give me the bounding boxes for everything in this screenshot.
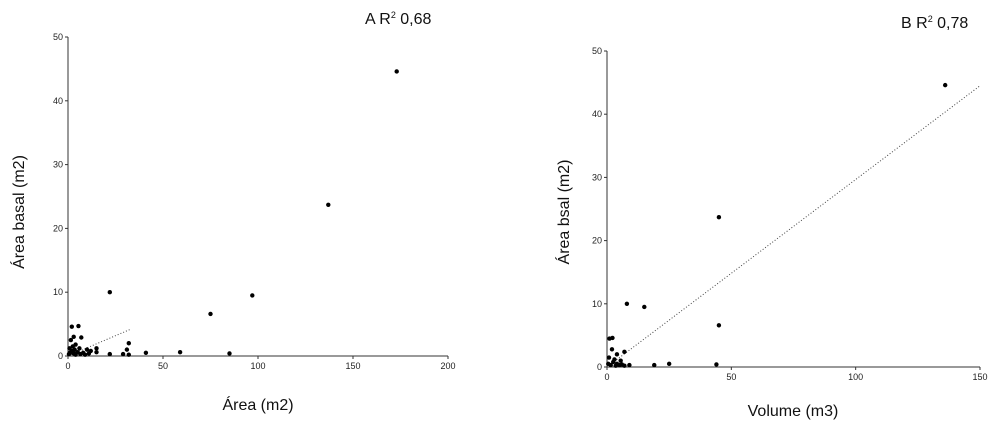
data-point-b	[624, 301, 630, 306]
y-tick-label-b: 50	[592, 46, 602, 56]
panel-letter-a: A	[365, 11, 375, 28]
data-point-a	[69, 324, 75, 329]
x-tick-label-b: 50	[726, 372, 736, 382]
r2-label-a: R	[379, 11, 391, 28]
x-tick-label-b: 0	[604, 372, 609, 382]
data-point-b	[716, 215, 722, 220]
data-point-b	[666, 361, 672, 367]
chart-panel-b: 0 10 20 30 40 50 0 50 100 150 Volume (m3) Área bsal…	[554, 46, 988, 420]
y-axis-label-a: Área basal (m2)	[9, 155, 28, 269]
r2-value-a: 0,68	[395, 11, 432, 28]
data-point-a	[84, 347, 90, 352]
data-point-b	[627, 362, 632, 368]
data-point-a	[94, 349, 99, 355]
r2-value-b: 0,78	[932, 15, 969, 32]
x-tick-label-a: 100	[250, 361, 265, 371]
data-point-a	[94, 346, 99, 351]
data-point-a	[88, 348, 94, 354]
x-tick-label-a: 150	[345, 361, 360, 371]
y-tick-label-b: 0	[597, 362, 602, 372]
r2-superscript-b: 2	[927, 14, 933, 24]
data-point-a	[107, 351, 113, 357]
data-point-b	[612, 357, 617, 362]
data-point-b	[652, 362, 657, 368]
data-point-a	[143, 350, 149, 356]
data-point-a	[208, 311, 213, 317]
data-point-b	[716, 323, 722, 328]
chart-title-b: B R2 0,78	[901, 14, 968, 33]
data-point-a	[326, 202, 331, 207]
x-tick-label-a: 200	[440, 361, 455, 371]
y-tick-label-a: 0	[58, 351, 63, 361]
data-point-a	[68, 337, 74, 343]
data-point-a	[124, 347, 130, 352]
y-tick-label-a: 40	[53, 96, 63, 106]
data-point-a	[120, 351, 126, 357]
y-tick-label-a: 10	[53, 287, 63, 297]
data-point-a	[250, 293, 255, 298]
data-point-b	[622, 363, 627, 368]
y-tick-label-b: 10	[592, 299, 602, 309]
data-point-b	[608, 362, 613, 368]
y-tick-label-b: 20	[592, 236, 602, 246]
chart-panel-a: 0 10 20 30 40 50 0 50 100 150 200 Área (m2) Área bas…	[9, 32, 456, 414]
data-point-b	[618, 358, 623, 363]
data-point-a	[71, 334, 76, 340]
r2-label-b: R	[916, 15, 928, 32]
data-point-a	[126, 341, 131, 346]
data-point-b	[714, 362, 719, 367]
x-tick-label-b: 150	[972, 372, 987, 382]
data-point-a	[72, 347, 77, 352]
chart-title-a: A R2 0,68	[365, 10, 431, 29]
data-point-a	[126, 352, 131, 357]
panel-letter-b: B	[901, 15, 912, 32]
data-point-b	[614, 352, 620, 357]
x-tick-label-a: 50	[158, 361, 168, 371]
data-point-b	[606, 355, 612, 360]
data-point-a	[77, 346, 82, 351]
data-point-b	[642, 304, 647, 310]
y-tick-label-a: 20	[53, 223, 63, 233]
y-tick-label-b: 30	[592, 172, 602, 182]
data-point-a	[227, 351, 232, 356]
data-point-a	[107, 290, 113, 295]
r2-superscript-a: 2	[390, 10, 396, 20]
x-tick-label-a: 0	[65, 361, 70, 371]
y-tick-label-a: 30	[53, 160, 63, 170]
data-point-a	[82, 352, 88, 357]
data-point-a	[394, 69, 399, 74]
x-axis-label-a: Área (m2)	[222, 395, 293, 414]
data-point-a	[76, 323, 81, 329]
y-axis-label-b: Área bsal (m2)	[554, 160, 573, 265]
y-tick-label-a: 50	[53, 32, 63, 42]
data-point-a	[79, 335, 84, 340]
data-point-a	[73, 342, 78, 347]
data-point-b	[610, 335, 615, 341]
data-point-b	[942, 82, 948, 88]
data-point-b	[622, 349, 627, 355]
y-tick-label-b: 40	[592, 109, 602, 119]
trendline-b	[606, 85, 981, 368]
data-point-b	[609, 347, 615, 352]
x-tick-label-b: 100	[848, 372, 863, 382]
x-axis-label-b: Volume (m3)	[748, 403, 839, 420]
data-point-a	[177, 349, 183, 355]
